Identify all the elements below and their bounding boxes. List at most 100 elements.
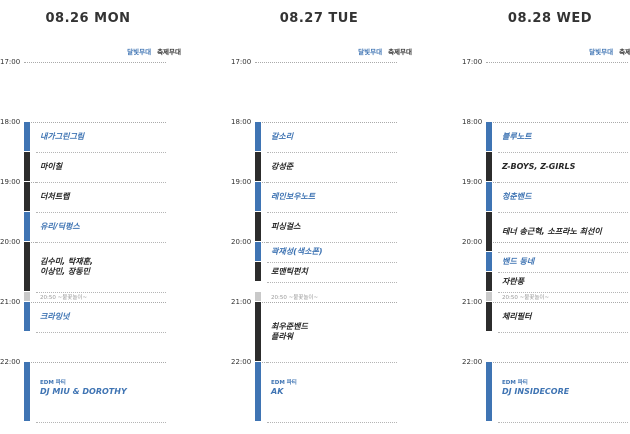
event-separator: [267, 282, 397, 283]
event-name[interactable]: 체리필터: [502, 312, 532, 321]
event-name[interactable]: 피싱걸스: [271, 222, 301, 231]
event-name[interactable]: 크라잉넛: [40, 312, 70, 321]
event-separator: [498, 332, 628, 333]
event-subtitle: EDM 파티: [271, 380, 297, 386]
event-bar: [255, 152, 261, 181]
day-column: 08.27 TUE 달빛무대 축제무대 17:00 18:00 19:00 20:00 21:…: [231, 0, 441, 434]
day-title: 08.28 WED: [507, 11, 593, 26]
event-name[interactable]: 최우준밴드 플라워: [271, 322, 308, 341]
event-name[interactable]: 내가그린그림: [40, 132, 85, 141]
event-bar: [255, 212, 261, 241]
event-separator: [36, 212, 166, 213]
hour-label: 18:00: [0, 118, 21, 126]
event-separator: [267, 212, 397, 213]
event-separator: [498, 292, 628, 293]
event-bar: [24, 152, 30, 181]
event-separator: [267, 242, 397, 243]
event-name[interactable]: DJ MIU & DOROTHY: [40, 387, 127, 396]
event-separator: [267, 182, 397, 183]
fireworks-marker: [486, 292, 492, 301]
event-separator: [498, 252, 628, 253]
event-separator: [498, 422, 628, 423]
hour-label: 18:00: [462, 118, 483, 126]
fireworks-note: 20:50 ~불꽃놀이~: [271, 295, 319, 301]
legend-moonlight-stage: 달빛무대: [589, 48, 614, 56]
hour-gridline: [24, 362, 166, 363]
event-name[interactable]: 김수미, 탁재훈, 이상민, 장동민: [40, 257, 94, 276]
event-bar: [255, 302, 261, 361]
event-name[interactable]: AK: [271, 387, 284, 396]
event-name[interactable]: 자란풍: [502, 277, 525, 286]
event-separator: [498, 182, 628, 183]
event-name[interactable]: 더처트랩: [40, 192, 70, 201]
event-name[interactable]: 밴드 동네: [502, 257, 535, 266]
hour-label: 21:00: [231, 298, 252, 306]
event-subtitle: EDM 파티: [502, 380, 528, 386]
event-name[interactable]: 블루노트: [502, 132, 532, 141]
event-bar: [255, 362, 261, 421]
hour-gridline: [486, 62, 628, 63]
event-bar: [24, 242, 30, 291]
hour-label: 17:00: [462, 58, 483, 66]
legend-festival-stage: 축제무대: [388, 48, 412, 56]
event-bar: [24, 182, 30, 211]
event-name[interactable]: 유리/딕펑스: [40, 222, 80, 231]
event-separator: [267, 362, 397, 363]
hour-gridline: [24, 62, 166, 63]
event-bar: [255, 262, 261, 281]
hour-label: 22:00: [231, 358, 252, 366]
event-bar: [24, 122, 30, 151]
event-separator: [267, 152, 397, 153]
fireworks-marker: [255, 292, 261, 301]
day-column: 08.28 WED 달빛무대 축제무대 17:00 18:00 19:00 20:00 21:…: [462, 0, 630, 434]
stage-legend: 달빛무대 축제무대: [127, 46, 181, 56]
event-separator: [36, 292, 166, 293]
hour-label: 20:00: [231, 238, 252, 246]
stage-legend: 달빛무대 축제무대: [358, 46, 412, 56]
event-separator: [498, 152, 628, 153]
event-name[interactable]: 강성준: [271, 162, 294, 171]
event-bar: [24, 302, 30, 331]
event-name[interactable]: 로맨틱펀치: [271, 267, 308, 276]
hour-label: 17:00: [231, 58, 252, 66]
hour-label: 20:00: [0, 238, 21, 246]
event-name[interactable]: 테너 송근혁, 소프라노 최선이: [502, 227, 602, 236]
event-bar: [486, 152, 492, 181]
event-name[interactable]: DJ INSIDECORE: [502, 387, 570, 396]
event-name[interactable]: 레인보우노트: [271, 192, 316, 201]
event-bar: [486, 302, 492, 331]
legend-moonlight-stage: 달빛무대: [127, 48, 152, 56]
legend-moonlight-stage: 달빛무대: [358, 48, 383, 56]
event-bar: [255, 182, 261, 211]
event-name[interactable]: Z-BOYS, Z-GIRLS: [502, 162, 576, 171]
hour-label: 22:00: [462, 358, 483, 366]
hour-label: 22:00: [0, 358, 21, 366]
event-subtitle: EDM 파티: [40, 380, 66, 386]
event-bar: [486, 272, 492, 291]
event-separator: [36, 332, 166, 333]
event-bar: [486, 122, 492, 151]
hour-gridline: [486, 122, 628, 123]
hour-gridline: [24, 302, 166, 303]
hour-gridline: [255, 122, 397, 123]
event-separator: [498, 212, 628, 213]
event-name[interactable]: 갈소리: [271, 132, 294, 141]
legend-festival-stage: 축제무대: [157, 48, 181, 56]
event-bar: [486, 362, 492, 421]
hour-label: 20:00: [462, 238, 483, 246]
event-name[interactable]: 마이칠: [40, 162, 63, 171]
event-bar: [486, 252, 492, 271]
event-bar: [255, 122, 261, 151]
hour-gridline: [255, 62, 397, 63]
hour-label: 17:00: [0, 58, 21, 66]
hour-gridline: [24, 122, 166, 123]
event-name[interactable]: 청춘밴드: [502, 192, 532, 201]
event-bar: [486, 182, 492, 211]
hour-label: 21:00: [0, 298, 21, 306]
hour-gridline: [486, 362, 628, 363]
hour-label: 19:00: [231, 178, 252, 186]
hour-label: 19:00: [0, 178, 21, 186]
event-name[interactable]: 곽재성(색소폰): [271, 247, 323, 256]
day-column: 08.26 MON 달빛무대 축제무대 17:00 18:00 19:00 20:00 21:…: [0, 0, 210, 434]
event-separator: [36, 422, 166, 423]
